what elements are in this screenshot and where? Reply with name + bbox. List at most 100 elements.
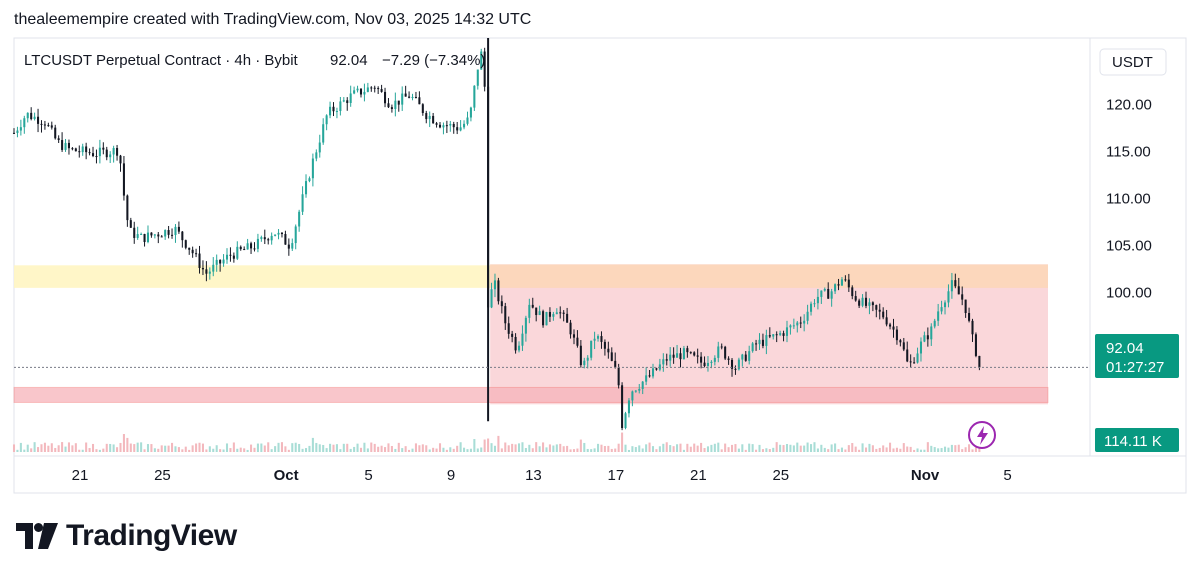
flash-icon[interactable] — [968, 421, 996, 449]
volume-bar — [504, 442, 507, 452]
candle-body — [755, 343, 758, 345]
volume-bar — [676, 444, 679, 452]
candle-body — [349, 93, 352, 103]
candle-body — [88, 152, 91, 154]
candle-body — [112, 148, 115, 155]
candle-body — [373, 87, 376, 89]
volume-bar — [655, 449, 658, 452]
volume-bar — [133, 444, 136, 452]
candle-body — [665, 359, 668, 361]
volume-bar — [404, 446, 407, 452]
volume-bar — [146, 444, 150, 452]
legend-line: LTCUSDT Perpetual Contract · 4h · Bybit — [24, 52, 299, 69]
candle-body — [950, 280, 953, 292]
candle-body — [243, 249, 246, 251]
volume-bar — [243, 448, 246, 452]
candle-body — [524, 317, 527, 334]
candle-body — [957, 286, 960, 295]
time-tick-label: 25 — [772, 467, 789, 484]
volume-bar — [645, 444, 648, 452]
candle-body — [844, 279, 847, 281]
candle-body — [913, 362, 916, 364]
currency-button[interactable] — [1099, 48, 1167, 76]
candle-body — [706, 362, 710, 367]
candle-body — [33, 116, 36, 120]
volume-bar — [823, 447, 826, 452]
volume-bar — [164, 445, 167, 452]
volume-bar — [816, 448, 819, 452]
volume-bar — [19, 442, 22, 452]
volume-bar — [542, 442, 545, 452]
candle-body — [476, 69, 479, 86]
candle-body — [466, 117, 469, 124]
volume-bar — [765, 448, 768, 452]
candle-body — [480, 51, 483, 70]
candle-body — [806, 311, 809, 321]
candle-body — [796, 322, 799, 326]
volume-bar — [463, 447, 466, 452]
volume-bar — [755, 449, 758, 452]
volume-bar — [490, 443, 493, 452]
candle-body — [43, 124, 46, 126]
candle-body — [634, 390, 637, 392]
candle-body — [765, 335, 768, 346]
volume-bar — [761, 449, 764, 452]
candle-body — [854, 296, 857, 301]
volume-bar — [116, 447, 119, 452]
candle-body — [201, 267, 204, 270]
volume-bar — [789, 444, 792, 452]
candle-body — [840, 279, 843, 286]
volume-bar — [229, 448, 232, 452]
volume-bar — [758, 444, 761, 452]
volume-bar — [191, 445, 194, 452]
candle-body — [885, 317, 888, 325]
volume-bar — [143, 449, 146, 452]
candle-body — [655, 368, 658, 370]
candle-body — [98, 147, 101, 157]
volume-bar — [813, 442, 816, 452]
volume-bar — [342, 443, 345, 452]
candle-body — [497, 280, 500, 302]
zone-support — [13, 386, 1049, 403]
candle-body — [78, 151, 81, 153]
candle-body — [919, 341, 923, 354]
candle-body — [267, 239, 270, 241]
volume-bar — [418, 445, 421, 452]
candle-body — [717, 346, 720, 358]
price-tick-label: 100.00 — [1106, 285, 1152, 302]
candle-body — [847, 279, 850, 288]
volume-bar — [937, 448, 940, 452]
candle-body — [95, 156, 98, 158]
candle-body — [686, 348, 689, 353]
volume-bar — [906, 446, 909, 452]
price-tick-label: 105.00 — [1106, 238, 1152, 255]
candle-body — [380, 89, 383, 92]
candle-body — [916, 353, 919, 363]
tradingview-logo[interactable]: TradingView — [16, 519, 237, 553]
volume-bar — [535, 442, 538, 452]
volume-bar — [875, 448, 878, 452]
volume-bar — [98, 449, 101, 452]
candle-body — [294, 226, 297, 244]
volume-bar — [961, 449, 964, 452]
volume-bar — [576, 448, 579, 452]
candle-body — [974, 334, 977, 356]
candle-body — [813, 303, 816, 305]
volume-bar — [184, 446, 187, 452]
candle-body — [758, 339, 761, 345]
candle-body — [682, 348, 685, 360]
candle-body — [445, 125, 448, 127]
volume-bar — [346, 443, 349, 452]
volume-bar — [497, 435, 500, 452]
volume-bar — [968, 444, 971, 452]
candle-body — [318, 142, 321, 153]
candle-body — [263, 237, 266, 240]
volume-bar — [603, 446, 606, 452]
time-tick-label: Oct — [274, 467, 299, 484]
candle-body — [47, 125, 50, 127]
candle-body — [30, 112, 33, 120]
candle-body — [569, 322, 572, 335]
candle-body — [607, 348, 610, 353]
candle-body — [146, 232, 150, 243]
